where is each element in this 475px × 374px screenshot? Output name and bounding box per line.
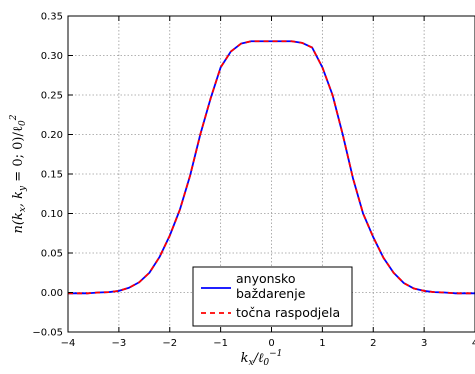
x-axis-label: kx/ℓ0−1 bbox=[241, 349, 283, 368]
y-tick-label: 0.10 bbox=[41, 209, 63, 220]
series-layer bbox=[68, 40, 475, 295]
y-tick-label: 0.25 bbox=[41, 91, 63, 102]
legend-label-anyonsko-line2: baždarenje bbox=[236, 286, 306, 301]
x-tick-label: −2 bbox=[162, 338, 177, 349]
x-tick-label: −1 bbox=[213, 338, 228, 349]
y-tick-label: −0.05 bbox=[32, 328, 63, 339]
legend: anyonsko baždarenje točna raspodjela bbox=[192, 266, 353, 327]
y-tick-label: 0.05 bbox=[41, 249, 63, 260]
y-tick-label: 0.35 bbox=[41, 12, 63, 23]
y-tick-label: 0.20 bbox=[41, 130, 63, 141]
y-tick-label: 0.00 bbox=[41, 288, 63, 299]
y-tick-label: 0.30 bbox=[41, 51, 63, 62]
y-axis-label: n(kx, ky = 0; 0)/ℓ02 bbox=[9, 114, 28, 233]
x-tick-label: −3 bbox=[112, 338, 127, 349]
legend-label-tocna: točna raspodjela bbox=[236, 305, 340, 320]
ticks bbox=[67, 15, 475, 333]
x-tick-label: −4 bbox=[61, 338, 76, 349]
y-tick-label: 0.15 bbox=[41, 170, 63, 181]
x-tick-label: 4 bbox=[472, 338, 475, 349]
series-line-tocna-raspodjela bbox=[68, 40, 475, 295]
legend-box bbox=[192, 266, 353, 327]
tick-labels: −4 −3 −2 −1 0 1 2 3 4 −0.05 0.00 0.05 0.10 0.15 0.20 0.… bbox=[32, 12, 475, 350]
x-tick-label: 2 bbox=[370, 338, 376, 349]
x-tick-label: 1 bbox=[319, 338, 325, 349]
legend-label-anyonsko-line1: anyonsko bbox=[236, 271, 296, 286]
x-tick-label: 0 bbox=[268, 338, 274, 349]
x-tick-label: 3 bbox=[421, 338, 427, 349]
